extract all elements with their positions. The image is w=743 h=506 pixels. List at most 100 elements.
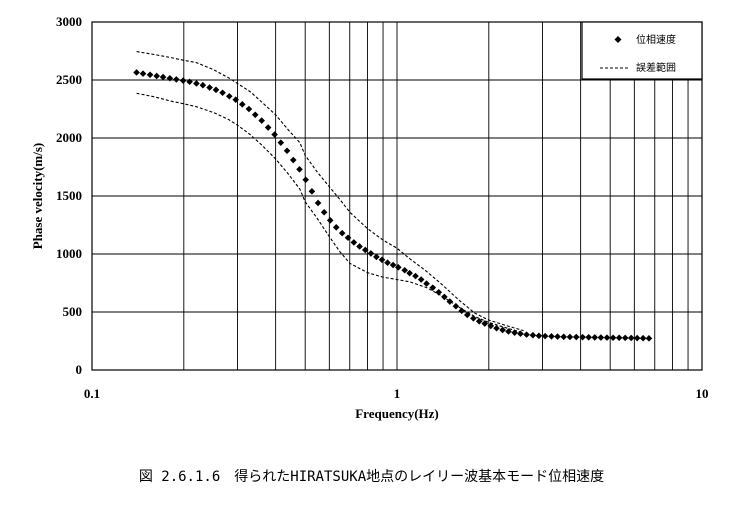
- data-point: [302, 176, 310, 184]
- legend-box: [581, 21, 703, 80]
- data-point: [395, 264, 402, 271]
- data-point: [499, 326, 506, 334]
- data-point: [412, 272, 419, 280]
- data-point: [470, 315, 477, 322]
- data-point: [609, 334, 617, 342]
- data-point: [338, 229, 346, 237]
- data-point: [633, 334, 641, 342]
- data-point: [579, 333, 586, 341]
- data-point: [186, 78, 193, 86]
- data-point: [417, 276, 425, 283]
- data-point: [173, 76, 180, 83]
- data-point: [206, 84, 213, 91]
- data-point: [423, 280, 430, 287]
- data-point: [258, 117, 265, 124]
- data-point: [481, 320, 489, 327]
- data-point: [603, 334, 611, 341]
- data-point: [320, 208, 328, 216]
- data-point: [283, 147, 291, 155]
- x-tick-label: 1: [394, 386, 401, 401]
- data-point: [314, 199, 322, 207]
- error-lower-line: [136, 92, 524, 334]
- data-point: [356, 243, 363, 250]
- data-point: [475, 317, 483, 325]
- data-point: [554, 333, 561, 340]
- data-point: [179, 77, 187, 84]
- data-point: [350, 239, 358, 246]
- data-point: [505, 328, 512, 335]
- data-point: [566, 333, 574, 341]
- data-point: [251, 111, 259, 119]
- data-point: [277, 139, 285, 146]
- y-tick-label: 3000: [56, 14, 82, 29]
- data-point: [389, 261, 397, 269]
- data-point: [529, 331, 537, 339]
- data-point: [406, 269, 413, 277]
- data-point: [232, 96, 240, 104]
- error-range-lines: [136, 51, 524, 334]
- data-point: [153, 72, 161, 80]
- data-point: [378, 256, 386, 264]
- data-point: [615, 334, 623, 342]
- data-point: [271, 131, 278, 138]
- data-point: [401, 266, 409, 274]
- legend: 位相速度 誤差範囲: [581, 21, 703, 80]
- plot-area: [91, 21, 703, 371]
- data-point: [493, 324, 500, 332]
- x-tick-label: 10: [696, 386, 709, 401]
- data-point: [541, 332, 549, 340]
- data-point: [621, 334, 629, 342]
- data-point: [326, 217, 334, 224]
- data-point: [597, 334, 605, 341]
- data-point: [429, 284, 437, 291]
- phase-velocity-points: [133, 69, 653, 342]
- data-point: [212, 86, 220, 94]
- data-point: [487, 322, 495, 330]
- data-point: [133, 69, 140, 76]
- y-tick-label: 500: [63, 304, 83, 319]
- x-tick-labels: 0.1 1 10: [84, 386, 709, 401]
- data-point: [245, 105, 253, 113]
- data-point: [585, 333, 592, 341]
- data-point: [639, 334, 647, 342]
- data-point: [384, 259, 391, 266]
- data-point: [517, 330, 524, 337]
- data-point: [219, 89, 226, 97]
- legend-label-error-range: 誤差範囲: [636, 61, 676, 74]
- data-point: [441, 293, 448, 301]
- data-point: [627, 334, 635, 342]
- data-point: [139, 70, 147, 77]
- data-point: [572, 333, 580, 341]
- data-point: [645, 335, 653, 342]
- data-point: [535, 332, 543, 340]
- y-axis-label: Phase velocity(m/s): [30, 143, 45, 250]
- data-point: [523, 331, 530, 338]
- data-point: [199, 81, 207, 89]
- legend-marker-diamond: [614, 36, 622, 43]
- data-point: [446, 298, 454, 305]
- data-point: [458, 307, 466, 315]
- data-point: [332, 224, 340, 231]
- data-point: [435, 288, 442, 296]
- data-point: [591, 334, 599, 341]
- error-upper-line: [136, 51, 524, 332]
- data-point: [166, 74, 174, 82]
- data-point: [373, 253, 380, 261]
- y-tick-label: 2500: [56, 72, 82, 87]
- data-point: [226, 92, 233, 100]
- x-axis-label: Frequency(Hz): [355, 406, 439, 421]
- data-point: [289, 156, 297, 164]
- data-point: [146, 71, 154, 79]
- legend-label-phase-velocity: 位相速度: [636, 33, 676, 46]
- data-point: [463, 311, 471, 319]
- y-tick-label: 2000: [56, 130, 82, 145]
- data-point: [511, 329, 518, 336]
- y-tick-label: 1500: [56, 188, 82, 203]
- y-tick-label: 1000: [56, 246, 82, 261]
- data-point: [361, 246, 369, 254]
- data-point: [238, 101, 246, 108]
- data-point: [560, 333, 567, 341]
- y-tick-labels: 0 500 1000 1500 2000 2500 3000: [56, 14, 82, 377]
- data-point: [452, 302, 460, 310]
- figure-caption: 図 2.6.1.6 得られたHIRATSUKA地点のレイリー波基本モード位相速度: [138, 469, 605, 485]
